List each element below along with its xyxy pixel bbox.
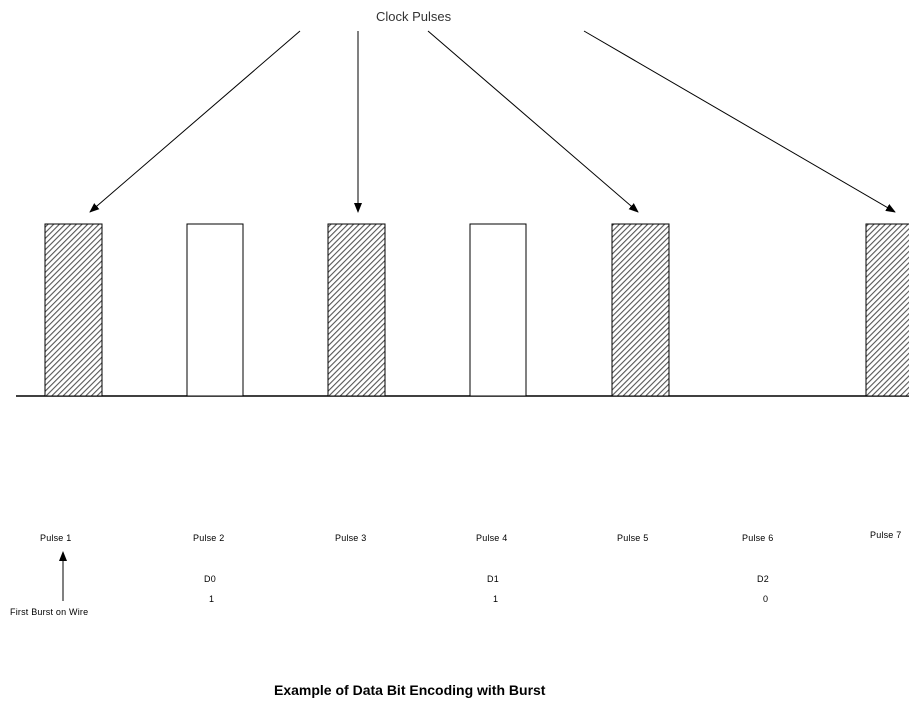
clock-pulses-label: Clock Pulses bbox=[376, 9, 452, 24]
pulse-4-bar bbox=[469, 223, 527, 397]
bit-d0-name: D0 bbox=[204, 574, 216, 584]
bit-d0-value: 1 bbox=[209, 594, 215, 604]
pulse-1-bar bbox=[44, 223, 103, 397]
clock-arrow-3 bbox=[427, 30, 639, 213]
pulse-7-bar bbox=[865, 223, 909, 397]
pulse-5-bar bbox=[611, 223, 670, 397]
clock-arrow-4 bbox=[583, 30, 896, 213]
pulse-3-label: Pulse 3 bbox=[335, 533, 367, 543]
pulse-2-label: Pulse 2 bbox=[193, 533, 225, 543]
pulse-5-label: Pulse 5 bbox=[617, 533, 649, 543]
pulse-1-label: Pulse 1 bbox=[40, 533, 72, 543]
bit-d2-value: 0 bbox=[763, 594, 769, 604]
pulse-2-bar bbox=[186, 223, 244, 397]
pulse-6-label: Pulse 6 bbox=[742, 533, 774, 543]
pulse-3-bar bbox=[327, 223, 386, 397]
clock-arrow-1 bbox=[89, 30, 301, 213]
bit-d1-value: 1 bbox=[493, 594, 499, 604]
diagram-caption: Example of Data Bit Encoding with Burst bbox=[274, 682, 546, 698]
bit-d1-name: D1 bbox=[487, 574, 499, 584]
pulse-7-label: Pulse 7 bbox=[870, 530, 902, 540]
pulse-4-label: Pulse 4 bbox=[476, 533, 508, 543]
first-burst-label: First Burst on Wire bbox=[10, 607, 89, 617]
bit-d2-name: D2 bbox=[757, 574, 769, 584]
